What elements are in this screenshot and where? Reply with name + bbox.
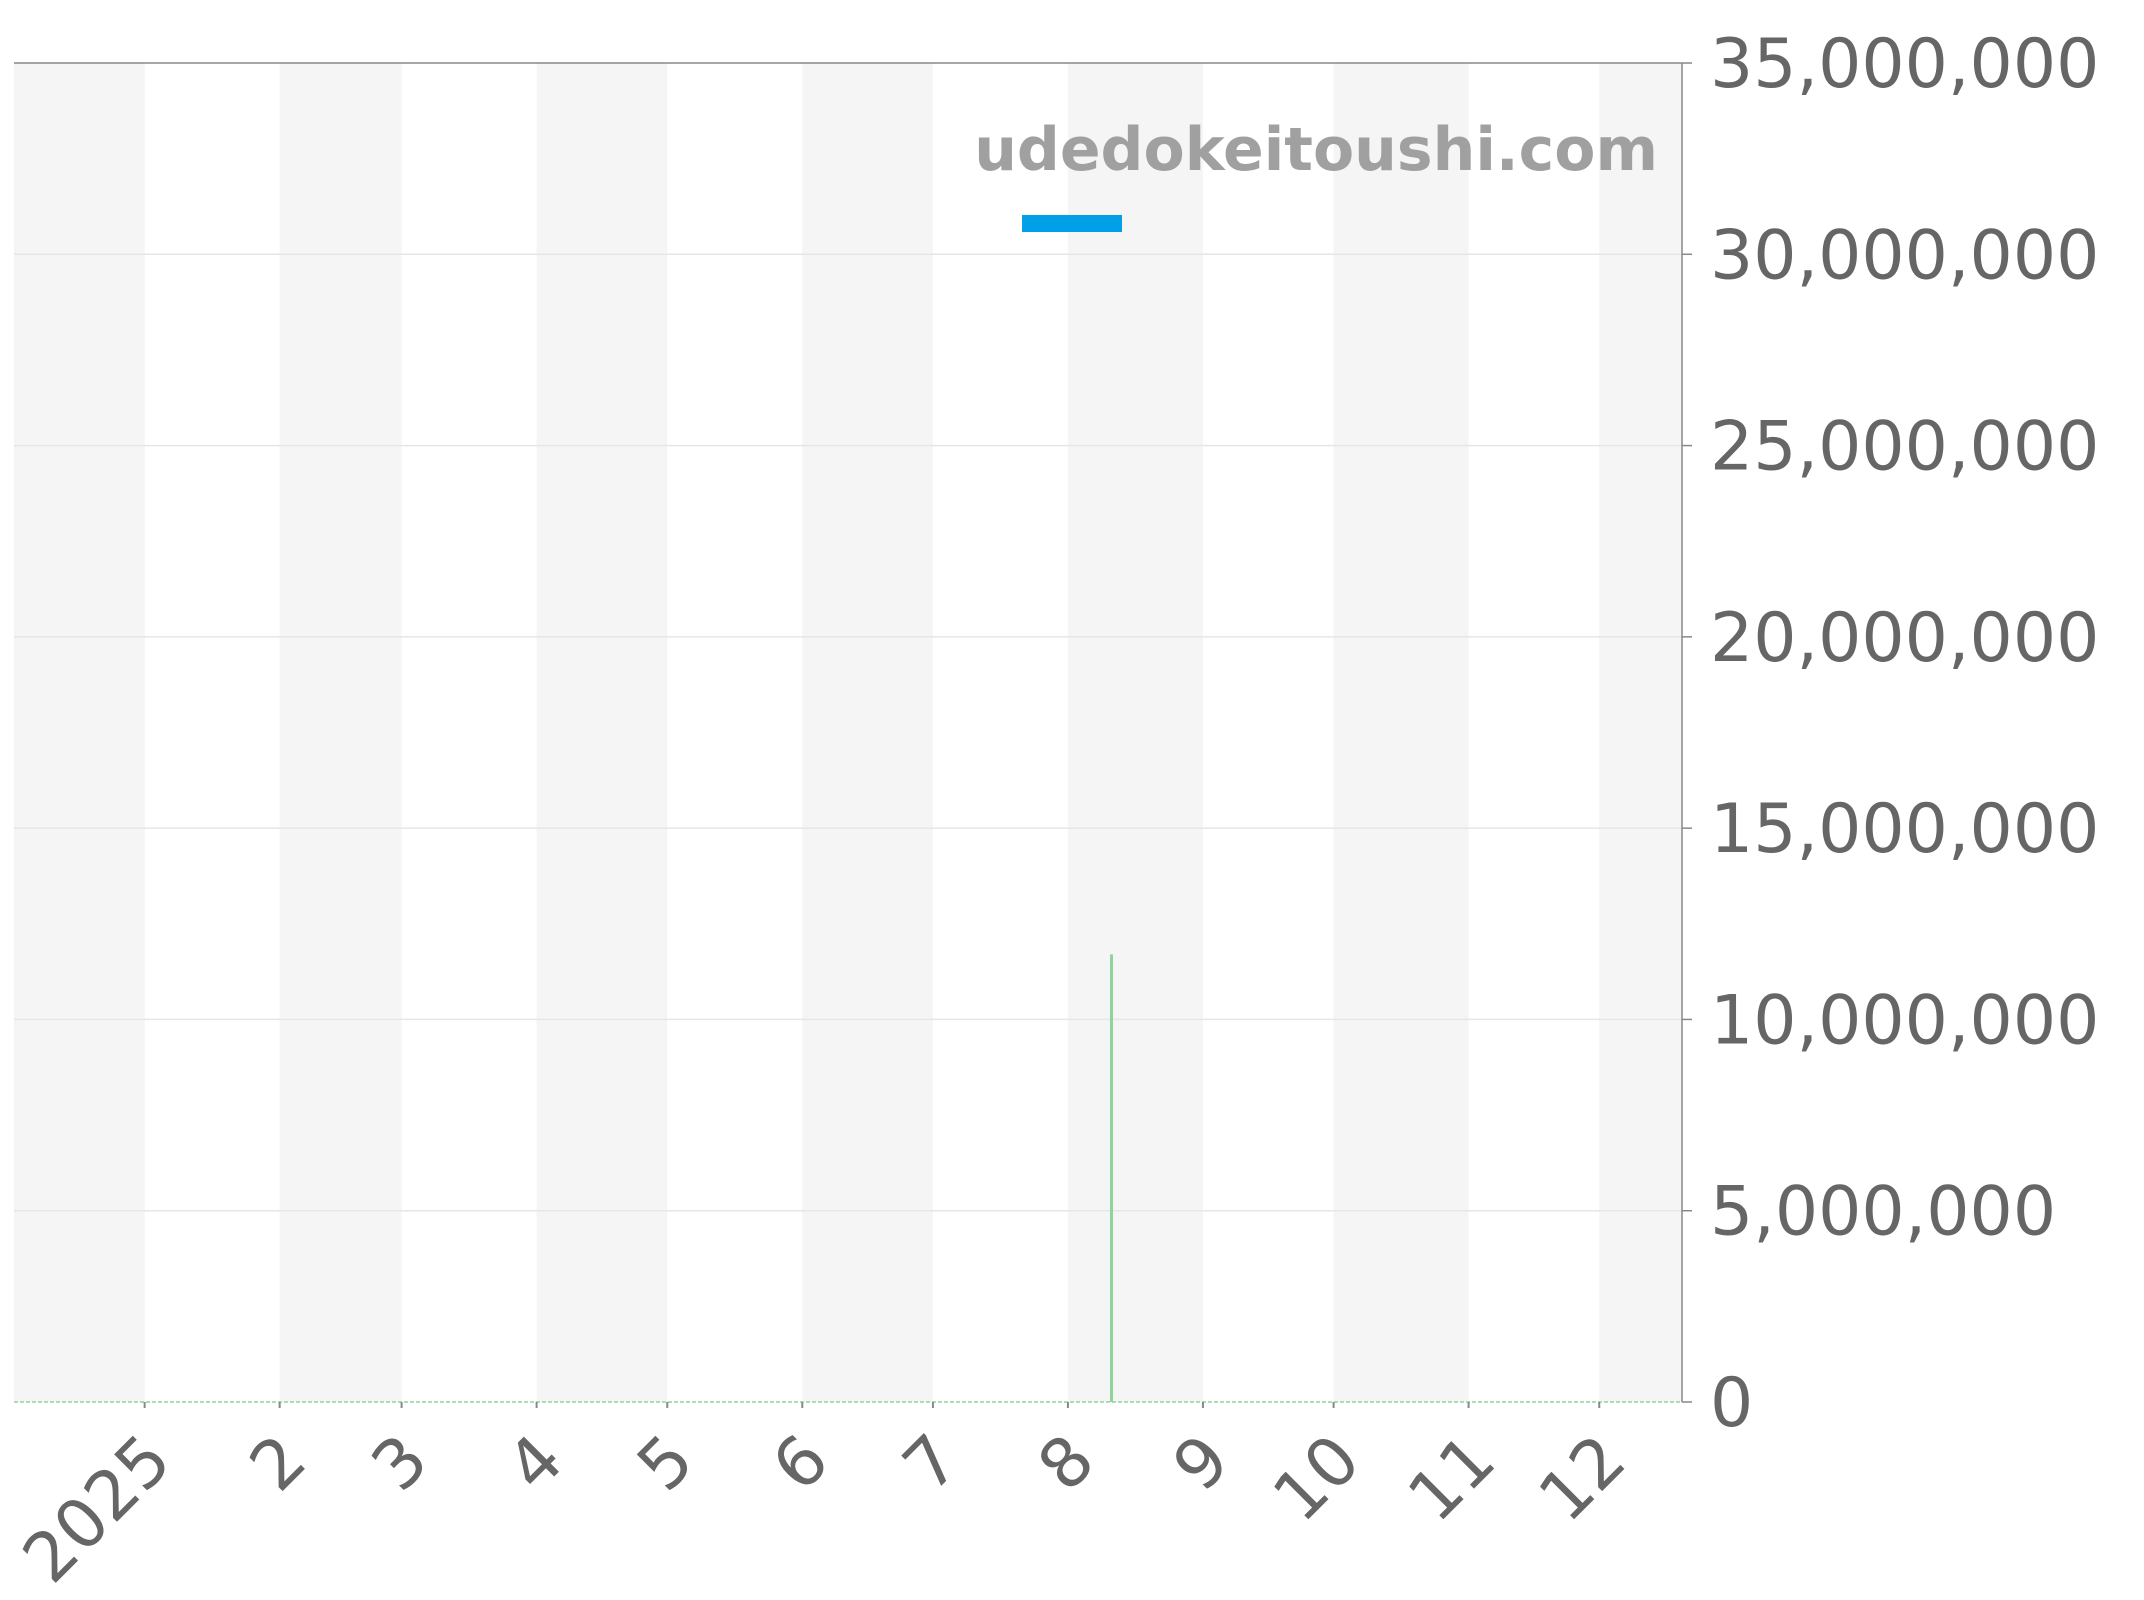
x-tick-label: 10 xyxy=(1259,1420,1376,1537)
y-tick-label: 30,000,000 xyxy=(1710,216,2099,295)
month-band xyxy=(1333,63,1469,1402)
x-tick-label: 11 xyxy=(1394,1420,1511,1537)
month-band xyxy=(1067,63,1203,1402)
month-band xyxy=(1599,63,1682,1402)
x-tick-label: 3 xyxy=(357,1420,443,1506)
x-tick-label: 6 xyxy=(758,1420,844,1506)
month-band xyxy=(802,63,933,1402)
x-tick-label: 5 xyxy=(623,1420,709,1506)
y-tick-label: 20,000,000 xyxy=(1710,599,2099,678)
x-tick-label: 2025 xyxy=(8,1420,186,1598)
gridlines xyxy=(14,253,1682,1212)
y-tick-label: 25,000,000 xyxy=(1710,408,2099,487)
y-tick-label: 10,000,000 xyxy=(1710,981,2099,1060)
y-tick-labels: 0 5,000,000 10,000,000 15,000,000 20,000,000… xyxy=(1710,25,2099,1443)
watermark: udedokeitoushi.com xyxy=(974,115,1658,185)
y-tick-label: 35,000,000 xyxy=(1710,25,2099,104)
month-band xyxy=(279,63,402,1402)
x-tick-label: 8 xyxy=(1023,1420,1109,1506)
x-tick-label: 12 xyxy=(1524,1420,1641,1537)
axes xyxy=(14,62,1692,1408)
x-tick-label: 4 xyxy=(492,1420,578,1506)
y-tick-label: 5,000,000 xyxy=(1710,1173,2056,1252)
month-band xyxy=(14,63,145,1402)
x-tick-labels: 2025 2 3 4 5 6 7 8 9 10 11 12 xyxy=(8,1420,1641,1598)
month-bands xyxy=(14,63,1682,1402)
legend-swatch xyxy=(1022,215,1122,232)
y-tick-label: 0 xyxy=(1710,1364,1753,1443)
x-tick-label: 7 xyxy=(888,1420,974,1506)
x-tick-label: 2 xyxy=(235,1420,321,1506)
y-tick-label: 15,000,000 xyxy=(1710,790,2099,869)
x-tick-label: 9 xyxy=(1159,1420,1245,1506)
month-band xyxy=(536,63,668,1402)
